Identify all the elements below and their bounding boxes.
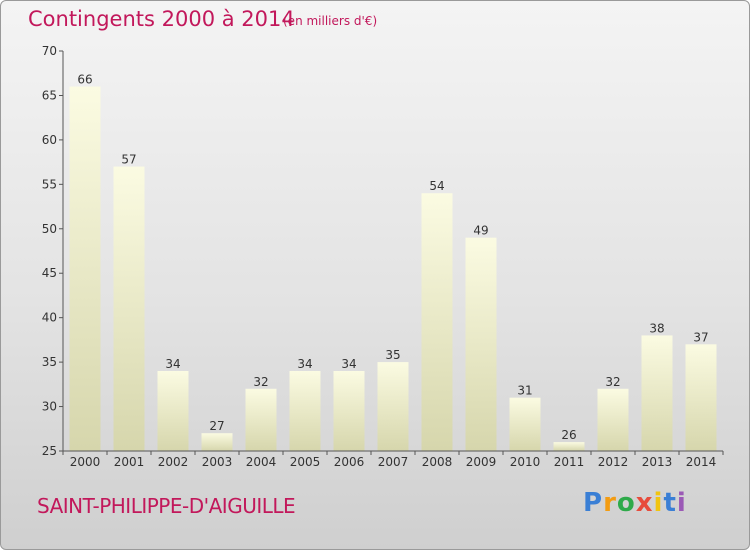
bar [377,362,409,451]
x-tick-label: 2001 [114,455,145,469]
y-tick-label: 45 [42,266,57,280]
x-tick-label: 2012 [598,455,629,469]
x-tick-label: 2005 [290,455,321,469]
bar-value-label: 34 [165,357,180,371]
bar [113,166,145,452]
bar [465,237,497,451]
y-tick-label: 30 [42,400,57,414]
x-tick-label: 2010 [510,455,541,469]
y-tick-label: 50 [42,222,57,236]
bar [685,344,717,451]
logo-letter: o [616,488,636,518]
bar [333,371,365,451]
bar-value-label: 34 [297,357,312,371]
location-label: SAINT-PHILIPPE-D'AIGUILLE [37,494,296,518]
y-tick-label: 70 [42,44,57,58]
y-axis: 25 30 35 40 45 50 55 60 65 70 [42,44,64,458]
y-tick-label: 55 [42,177,57,191]
bar [289,371,321,451]
x-tick-label: 2006 [334,455,365,469]
logo-letter: P [583,488,604,518]
bar-value-label: 34 [341,357,356,371]
chart-subtitle: (en milliers d'€) [283,14,378,28]
y-tick-label: 40 [42,311,57,325]
bar-value-label: 26 [561,428,576,442]
x-tick-label: 2009 [466,455,497,469]
logo-letter: i [653,488,664,518]
logo-letter: r [603,488,617,518]
y-tick-label: 35 [42,355,57,369]
bar [69,86,101,452]
bar-value-label: 27 [209,419,224,433]
bar [597,388,629,451]
logo-letter: i [676,488,687,518]
bar [421,193,453,451]
logo-letter: x [635,488,654,518]
y-tick-label: 60 [42,133,57,147]
x-tick-label: 2004 [246,455,277,469]
x-tick-label: 2013 [642,455,673,469]
bar [641,335,673,451]
logo-letter: t [663,488,677,518]
x-tick-label: 2002 [158,455,189,469]
bars: 66 57 34 27 32 34 34 35 54 49 31 26 32 38 37 [69,73,717,452]
bar [509,397,541,451]
bar-value-label: 57 [121,153,136,167]
bar [245,388,277,451]
bar [157,371,189,451]
bar-value-label: 31 [517,384,532,398]
bar-value-label: 38 [649,321,664,335]
bar-value-label: 66 [77,73,92,87]
x-tick-label: 2011 [554,455,585,469]
bar-value-label: 35 [385,348,400,362]
proxiti-logo: Proxiti [583,488,687,518]
y-tick-label: 25 [42,444,57,458]
bar [201,433,233,451]
x-axis: 2000 2001 2002 2003 2004 2005 2006 2007 2008 2009… [62,450,724,469]
x-tick-label: 2008 [422,455,453,469]
y-tick-label: 65 [42,88,57,102]
bar-value-label: 54 [429,179,444,193]
bar-value-label: 32 [253,375,268,389]
bar-value-label: 49 [473,224,488,238]
x-tick-label: 2003 [202,455,233,469]
bar [553,442,585,451]
x-tick-label: 2014 [686,455,717,469]
chart-title: Contingents 2000 à 2014 [28,7,295,31]
bar-value-label: 32 [605,375,620,389]
bar-value-label: 37 [693,330,708,344]
x-tick-label: 2000 [70,455,101,469]
x-tick-label: 2007 [378,455,409,469]
